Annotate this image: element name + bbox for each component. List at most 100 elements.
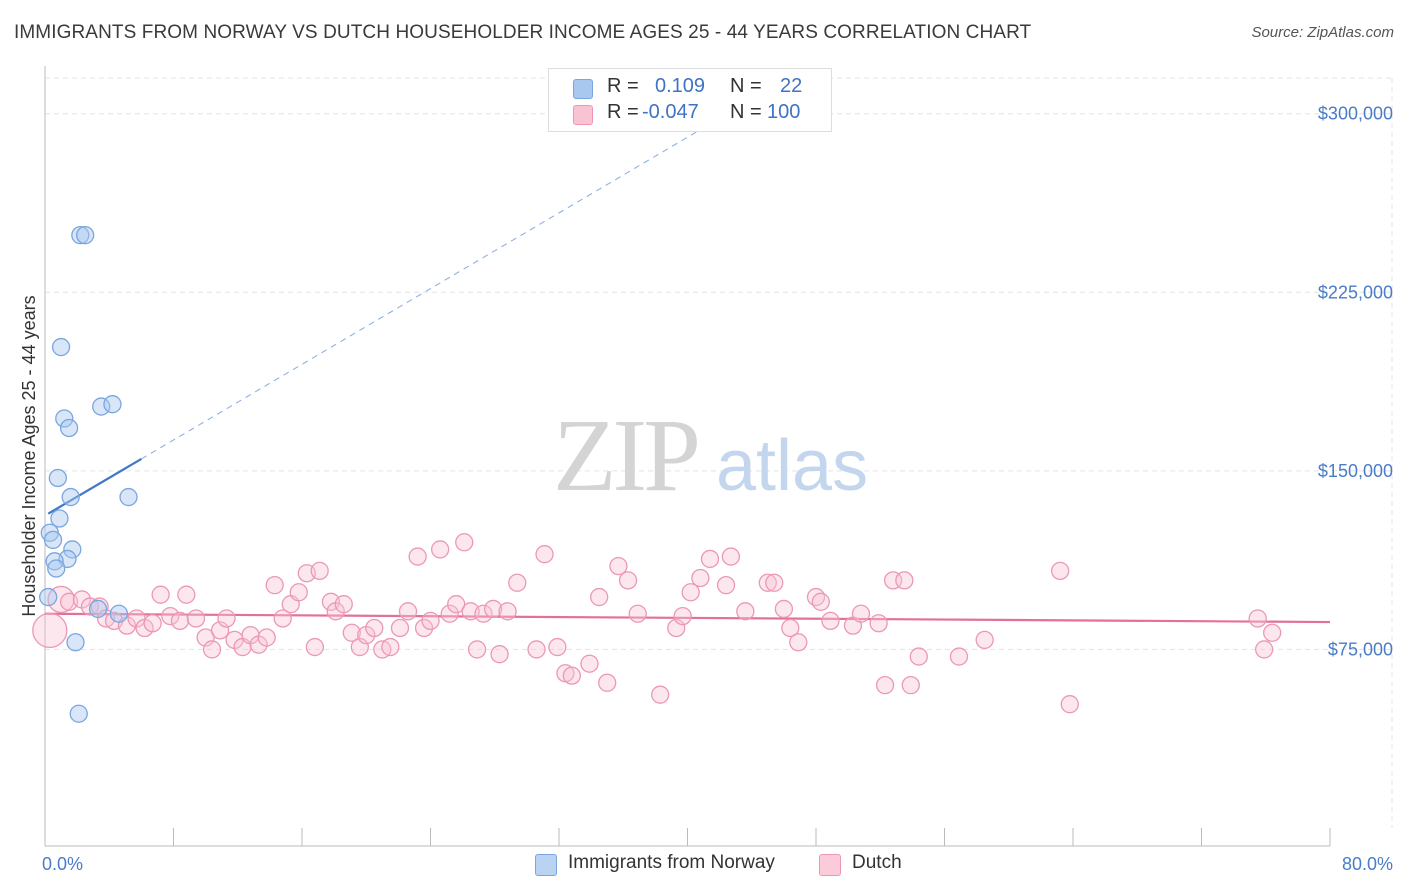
dutch-point [901,675,920,695]
dutch-point [217,609,236,628]
x-tick-label: 80.0% [1342,854,1393,874]
dutch-point [673,606,692,626]
bottom-legend-swatch-dutch [819,854,841,876]
norway-point [55,409,74,428]
norway-point [76,225,95,245]
legend-swatch-norway [573,79,593,99]
trend-line [47,458,142,515]
chart-title: IMMIGRANTS FROM NORWAY VS DUTCH HOUSEHOL… [14,22,1032,43]
norway-point [39,587,58,607]
trend-line [44,612,1331,624]
dutch-point [949,647,969,666]
legend-r-value: 0.109 [655,75,706,97]
dutch-point [151,585,170,604]
dutch-point [32,612,68,649]
dutch-point [781,618,800,638]
dutch-point [774,599,794,619]
axes [44,66,1331,847]
dutch-point [618,571,638,590]
norway-point [61,487,80,507]
dutch-point [430,540,450,559]
dutch-point [765,573,784,592]
dutch-point [177,585,196,604]
stats-legend: R = 0.109 N = 22 R = -0.047 N = 100 [548,68,832,132]
dutch-point [257,628,276,647]
norway-point [109,604,129,623]
dutch-point [851,604,871,623]
legend-n-label: N = [730,101,762,123]
dutch-point [455,533,474,552]
dutch-point [590,587,609,607]
dutch-point [408,547,427,566]
dutch-point [535,545,554,564]
watermark-zip: ZIP [553,398,697,513]
trend-line-dashed [141,89,769,460]
dutch-point [365,618,384,638]
dutch-point [508,573,527,592]
watermark: ZIP atlas [553,398,868,513]
norway-point [92,397,111,416]
y-tick-label: $150,000 [1318,461,1393,481]
legend-swatch-dutch [573,105,593,125]
dutch-point [447,595,466,614]
bottom-legend-label-norway: Immigrants from Norway [568,852,775,873]
norway-point [50,509,69,528]
grid [45,77,1393,828]
legend-r-value: -0.047 [642,101,699,123]
norway-point [47,559,66,578]
dutch-point [310,561,329,581]
trend-lines [44,89,1331,624]
norway-point [88,599,108,619]
norway-point [103,395,122,414]
watermark-atlas: atlas [716,426,868,506]
dutch-point [895,571,914,590]
bottom-legend-norway: Immigrants from Norway [535,851,795,877]
dutch-point [202,640,222,659]
dutch-point [143,614,162,633]
dutch-point [580,654,599,673]
dutch-point [651,685,670,704]
dutch-point [390,618,410,638]
dutch-point [474,604,493,623]
norway-point [43,530,63,550]
dutch-point [498,602,517,621]
dutch-point [490,645,509,664]
dutch-point [421,611,440,631]
bottom-legend-label-dutch: Dutch [852,852,902,873]
data-points [32,225,1282,723]
legend-n-label: N = [730,75,762,97]
dutch-point [161,606,180,626]
dutch-point [548,637,567,657]
norway-point [45,552,64,571]
dutch-point [398,602,418,621]
y-tick-label: $300,000 [1318,104,1393,124]
dutch-point [414,618,434,638]
y-tick-label: $75,000 [1328,639,1393,659]
x-tick-label: 0.0% [42,854,83,874]
norway-point [48,468,67,488]
legend-row-norway: R = 0.109 N = 22 [549,75,831,101]
dutch-point [875,675,895,695]
dutch-point [170,611,190,631]
y-tick-label: $225,000 [1318,282,1393,302]
dutch-point [289,583,308,602]
dutch-point [265,575,284,595]
legend-n-value: 100 [767,101,801,123]
dutch-point [691,568,710,588]
x-tick-labels: 0.0% 80.0% [42,854,1393,874]
dutch-point [562,666,581,685]
norway-point [119,487,138,507]
dutch-point [681,583,700,602]
dutch-point [483,599,503,619]
norway-point [51,337,71,357]
dutch-point [811,592,830,611]
dutch-point [909,647,928,666]
chart-source: Source: ZipAtlas.com [1251,24,1394,41]
dutch-point [736,602,755,621]
dutch-point [1263,623,1282,642]
legend-r-label: R = [607,101,639,123]
norway-point [59,418,79,438]
dutch-point [381,637,400,657]
dutch-point [758,573,777,592]
dutch-point [342,623,361,642]
